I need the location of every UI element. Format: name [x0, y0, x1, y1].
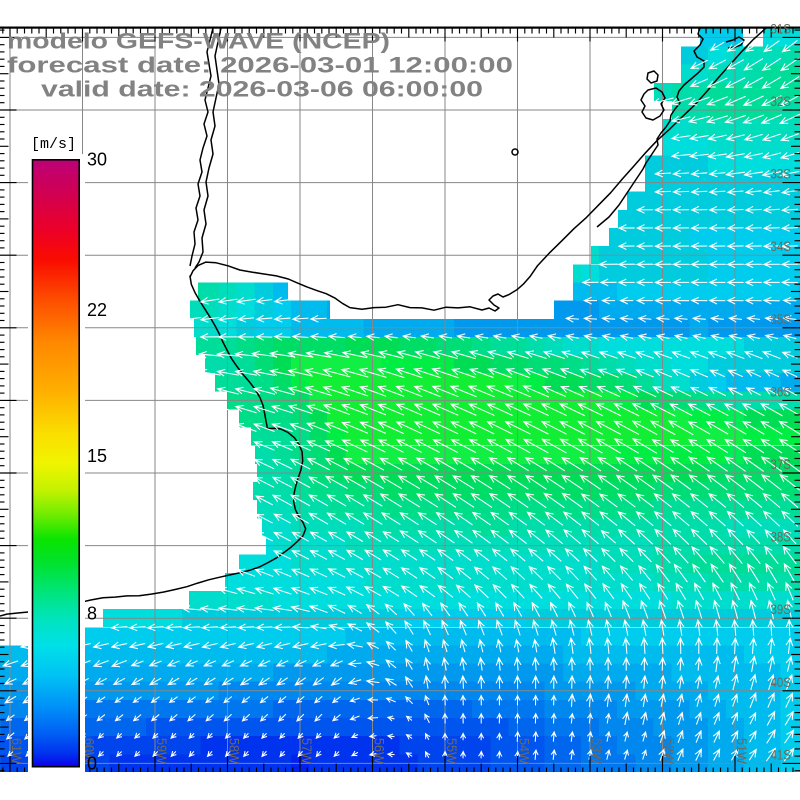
svg-text:8: 8 — [87, 604, 97, 624]
svg-text:57W: 57W — [299, 738, 314, 764]
svg-text:forecast date: 2026-03-01 12:0: forecast date: 2026-03-01 12:00:00 — [7, 53, 513, 78]
svg-text:32S: 32S — [771, 94, 792, 109]
svg-text:60W: 60W — [82, 738, 97, 764]
svg-text:modelo GEFS-WAVE (NCEP): modelo GEFS-WAVE (NCEP) — [7, 29, 390, 54]
svg-text:36S: 36S — [771, 384, 792, 399]
svg-text:0: 0 — [87, 754, 97, 774]
svg-text:56W: 56W — [372, 738, 387, 764]
svg-text:51W: 51W — [734, 738, 749, 764]
svg-text:37S: 37S — [771, 457, 792, 472]
svg-text:31S: 31S — [771, 21, 792, 36]
svg-text:59W: 59W — [154, 738, 169, 764]
svg-text:52W: 52W — [662, 738, 677, 764]
svg-text:valid date: 2026-03-06 06:00:0: valid date: 2026-03-06 06:00:00 — [41, 77, 483, 102]
svg-text:39S: 39S — [771, 602, 792, 617]
svg-text:38S: 38S — [771, 530, 792, 545]
svg-text:35S: 35S — [771, 312, 792, 327]
svg-text:34S: 34S — [771, 239, 792, 254]
svg-text:54W: 54W — [517, 738, 532, 764]
svg-text:40S: 40S — [771, 675, 792, 690]
svg-text:[m/s]: [m/s] — [31, 136, 76, 153]
svg-text:55W: 55W — [444, 738, 459, 764]
svg-text:22: 22 — [87, 300, 107, 320]
svg-text:30: 30 — [87, 150, 107, 170]
svg-text:53W: 53W — [589, 738, 604, 764]
svg-text:15: 15 — [87, 446, 107, 466]
svg-text:41S: 41S — [771, 747, 792, 762]
svg-text:33S: 33S — [771, 167, 792, 182]
svg-text:61W: 61W — [9, 738, 24, 764]
svg-text:58W: 58W — [227, 738, 242, 764]
